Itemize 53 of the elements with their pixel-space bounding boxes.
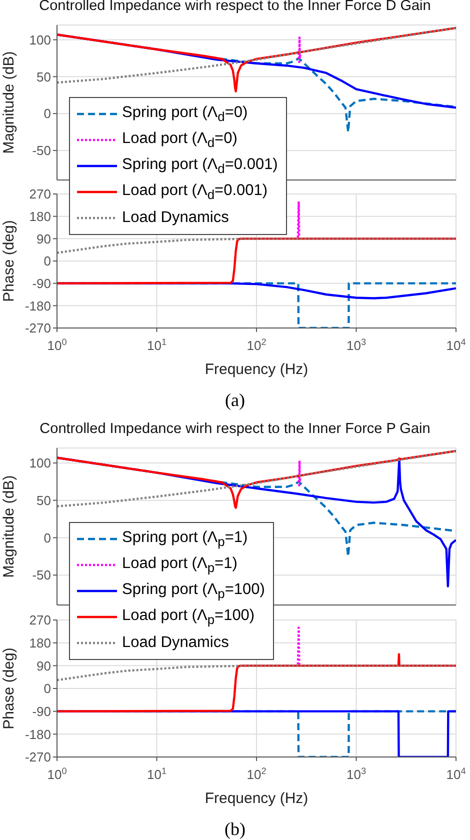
- y-tick-label: -180: [24, 726, 51, 742]
- legend-label: Load port (Λ$_{d}$=0.001): [122, 182, 268, 202]
- y-tick-label: 270: [29, 186, 51, 202]
- legend-label: Load port (Λ$_{d}$=0): [122, 130, 238, 150]
- x-tick-label: 10$^{1}$: [146, 337, 167, 353]
- text: (b): [224, 819, 246, 840]
- x-axis-title: Frequency (Hz): [204, 361, 308, 378]
- y-tick-label: 180: [29, 635, 51, 650]
- y-tick-label: 0: [44, 530, 51, 546]
- x-tick-label: 10$^{2}$: [246, 337, 266, 353]
- legend-label: Spring port (Λ$_{p}$=100): [122, 580, 265, 602]
- y-axis-title: Magnitude (dB): [0, 51, 18, 154]
- x-tick-label: 10$^{0}$: [47, 337, 67, 353]
- y-tick-label: -180: [24, 298, 51, 314]
- legend-label: Spring port (Λ$_{d}$=0.001): [122, 156, 278, 176]
- y-tick-label: -270: [24, 750, 51, 765]
- line-series: [295, 36, 302, 64]
- legend-label: Load Dynamics: [122, 209, 229, 227]
- x-tick-label: 10$^{4}$: [446, 766, 466, 782]
- x-tick-label: 10$^{3}$: [346, 766, 366, 782]
- x-tick-label: 10$^{3}$: [346, 337, 366, 353]
- x-tick-label: 10$^{2}$: [246, 766, 266, 782]
- legend-label: Load port (Λ$_{p}$=1): [122, 554, 238, 576]
- y-tick-label: -50: [32, 143, 51, 158]
- y-tick-label: -50: [32, 568, 51, 583]
- legend-label: Load Dynamics: [122, 634, 229, 652]
- x-tick-label: 10$^{0}$: [47, 766, 67, 782]
- y-axis-title: Phase (deg): [0, 220, 18, 302]
- y-axis-title: Phase (deg): [0, 648, 18, 730]
- y-tick-label: -90: [32, 276, 51, 291]
- y-tick-label: 270: [29, 612, 51, 628]
- y-axis-title: Magnitude (dB): [0, 475, 18, 578]
- y-tick-label: 100: [29, 32, 51, 48]
- y-tick-label: -270: [24, 320, 51, 336]
- y-tick-label: 100: [29, 456, 51, 471]
- y-tick-label: 0: [44, 681, 51, 696]
- y-tick-label: 180: [29, 208, 51, 224]
- x-tick-label: 10$^{4}$: [446, 337, 466, 353]
- y-tick-label: 50: [36, 69, 51, 84]
- chart-title: Controlled Impedance wirh respect to the Inner Force P Gain: [38, 421, 432, 437]
- legend-label: Spring port (Λ$_{p}$=1): [122, 528, 248, 550]
- legend-label: Load port (Λ$_{p}$=100): [122, 606, 255, 628]
- y-tick-label: 0: [44, 106, 51, 122]
- y-tick-label: 90: [36, 658, 51, 674]
- text: (a): [224, 390, 246, 411]
- y-tick-label: 50: [36, 492, 51, 508]
- x-axis-title: Frequency (Hz): [204, 790, 308, 807]
- legend-label: Spring port (Λ$_{d}$=0): [122, 104, 248, 124]
- y-tick-label: 0: [44, 254, 51, 269]
- line-series: [295, 460, 302, 486]
- y-tick-label: -90: [32, 704, 51, 719]
- y-tick-label: 90: [36, 231, 51, 246]
- x-tick-label: 10$^{1}$: [146, 766, 167, 782]
